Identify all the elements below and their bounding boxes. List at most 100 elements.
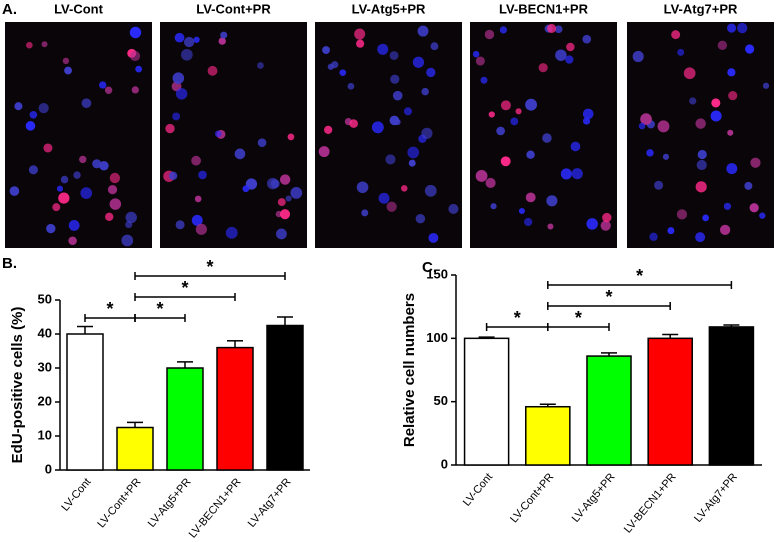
y-axis-label: Relative cell numbers	[401, 293, 418, 447]
cell-dot	[430, 42, 439, 51]
cell-dot	[46, 223, 56, 234]
cell-dot	[723, 202, 732, 210]
bar	[586, 355, 632, 466]
cell-dot	[125, 211, 137, 224]
cell-dot	[287, 133, 295, 141]
cell-dot	[518, 207, 525, 215]
cell-dot	[496, 126, 505, 136]
cell-dot	[762, 82, 770, 89]
cell-dot	[696, 159, 707, 171]
y-tick-label: 0	[45, 461, 52, 476]
cell-dot	[165, 123, 175, 134]
x-tick-label: LV-Atg5+PR	[570, 471, 618, 525]
cell-dot	[728, 91, 738, 101]
panel-label: A.	[2, 1, 17, 18]
cell-dot	[727, 68, 736, 77]
cell-dot	[92, 159, 102, 169]
cell-dot	[62, 57, 70, 65]
cell-dot	[58, 192, 70, 204]
cell-dot	[711, 98, 721, 108]
image-title: LV-Atg7+PR	[664, 1, 738, 16]
cell-dot	[602, 212, 612, 223]
cell-dot	[727, 129, 734, 136]
image-title: LV-BECN1+PR	[499, 1, 589, 16]
cell-dot	[683, 67, 696, 80]
y-axis-label: EdU-positive cells (%)	[9, 307, 26, 464]
y-tick-label: 40	[38, 325, 52, 340]
cell-dot	[322, 46, 330, 55]
cell-dot	[64, 66, 73, 75]
cell-dot	[500, 156, 511, 167]
cell-dot	[52, 203, 61, 212]
cell-dot	[194, 195, 202, 203]
panel-label: B.	[2, 255, 17, 272]
bar	[525, 405, 571, 466]
cell-dot	[390, 74, 400, 84]
cell-dot	[371, 121, 384, 134]
cell-dot	[524, 217, 533, 227]
cell-dot	[60, 175, 69, 184]
cell-dot	[234, 148, 246, 160]
significance-label: *	[206, 257, 213, 277]
cell-dot	[719, 224, 731, 235]
cell-dot	[750, 157, 761, 168]
bar	[266, 324, 304, 471]
cell-dot	[525, 192, 536, 203]
image-title: LV-Atg5+PR	[352, 1, 426, 16]
cell-dot	[646, 149, 654, 157]
micrograph	[627, 22, 774, 248]
significance-label: *	[181, 278, 188, 298]
cell-dot	[490, 203, 497, 210]
cell-dot	[515, 108, 522, 115]
cell-dot	[191, 155, 201, 166]
y-tick-label: 10	[38, 427, 52, 442]
cell-dot	[662, 153, 670, 160]
cell-dot	[80, 187, 93, 199]
cell-dot	[488, 111, 495, 118]
cell-dot	[73, 171, 81, 179]
cell-dot	[225, 226, 238, 239]
bar	[66, 333, 104, 471]
cell-dot	[99, 161, 109, 171]
cell-dot	[649, 232, 658, 242]
cell-dot	[125, 220, 133, 229]
cell-dot	[717, 40, 728, 50]
cell-dot	[499, 26, 508, 34]
x-tick-label: LV-Cont+PR	[95, 476, 143, 530]
cell-dot	[121, 234, 134, 247]
cell-dot	[347, 82, 355, 90]
cell-dot	[448, 203, 459, 215]
cell-dot	[377, 43, 389, 55]
cell-dot	[131, 86, 139, 94]
cell-dot	[480, 76, 488, 84]
cell-dot	[191, 214, 203, 226]
cell-dot	[56, 185, 64, 192]
y-tick-label: 50	[434, 393, 448, 408]
cell-dot	[565, 55, 574, 64]
cell-dot	[68, 236, 77, 245]
cell-dot	[560, 168, 572, 180]
cell-dot	[542, 133, 552, 143]
cell-dot	[198, 170, 207, 180]
cell-dot	[279, 209, 291, 220]
cell-dot	[571, 168, 583, 180]
cell-dot	[81, 98, 92, 109]
cell-dot	[510, 117, 519, 126]
cell-dot	[759, 212, 766, 219]
significance-label: *	[156, 299, 163, 319]
x-tick-label: LV-Atg5+PR	[146, 476, 194, 530]
cell-dot	[408, 159, 416, 167]
cell-dot	[749, 203, 759, 213]
cell-dot	[689, 97, 697, 105]
cell-dot	[220, 31, 228, 39]
cell-dot	[657, 120, 670, 133]
x-tick-label: LV-Atg7+PR	[692, 471, 740, 525]
cell-dot	[109, 198, 122, 210]
cell-dot	[175, 220, 185, 230]
cell-dot	[174, 32, 185, 43]
cell-dot	[570, 141, 581, 152]
panel-label: C.	[422, 259, 437, 276]
cell-dot	[546, 195, 558, 207]
cell-dot	[356, 181, 369, 194]
cell-dot	[257, 138, 267, 148]
